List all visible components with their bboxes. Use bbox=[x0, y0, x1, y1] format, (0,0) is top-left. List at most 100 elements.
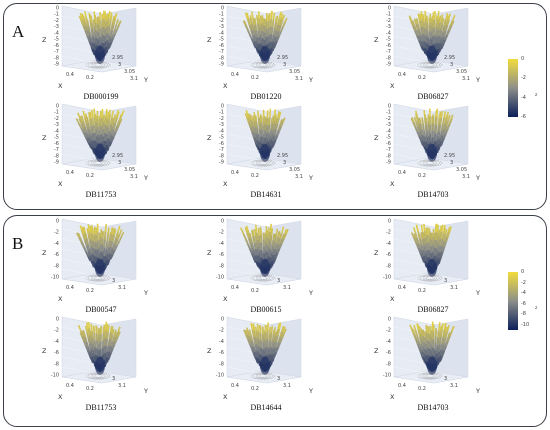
surface-strand bbox=[82, 331, 87, 338]
y-tick: 3.05 bbox=[456, 69, 467, 75]
surface-strand bbox=[254, 224, 258, 233]
x-tick: 0.2 bbox=[418, 288, 426, 294]
surface-strand bbox=[280, 121, 284, 127]
surface-strand bbox=[443, 336, 447, 344]
surface-strand bbox=[426, 130, 429, 138]
surface-strand bbox=[444, 326, 448, 334]
floor-pane bbox=[61, 370, 137, 384]
z-tick: -1 bbox=[386, 110, 391, 116]
surface-strand bbox=[112, 227, 116, 235]
surface-strand bbox=[273, 248, 277, 256]
surface-strand bbox=[426, 347, 430, 355]
surface-strand bbox=[254, 343, 257, 351]
surface-strand bbox=[252, 29, 256, 36]
surface-strand bbox=[81, 226, 85, 234]
surface-plot: 0 -1 -2 -3 -4 -5 -6 -7 -8 -9 Z 0.4 0.2 X 2.95 3 3.05 3.1 Y bbox=[40, 4, 160, 100]
surface-strand bbox=[414, 232, 418, 239]
surface-strand bbox=[103, 132, 106, 141]
floor-contour bbox=[420, 373, 440, 379]
surface-strand bbox=[106, 42, 110, 49]
surface-strand bbox=[253, 132, 257, 139]
surface-strand bbox=[106, 332, 109, 340]
surface-strand bbox=[276, 36, 280, 42]
z-tick: -6 bbox=[386, 43, 391, 49]
surface-strand bbox=[104, 46, 108, 55]
surface-strand bbox=[439, 337, 442, 345]
y-tick: 3.05 bbox=[289, 69, 300, 75]
surface-plot: 0 -1 -2 -3 -4 -5 -6 -7 -8 -9 Z 0.4 0.2 X 2.95 3 3.05 3.1 Y bbox=[205, 102, 325, 198]
z-tick: -2 bbox=[386, 116, 391, 122]
surface-strand bbox=[258, 252, 261, 259]
surface-plot: 0 -2 -4 -6 -8 -10 Z 0.4 0.2 X 3 3.1 Y bbox=[372, 315, 492, 411]
z-tick: -4 bbox=[54, 128, 59, 134]
surface-strand bbox=[110, 22, 114, 29]
surface-strand bbox=[107, 131, 111, 139]
surface-strand bbox=[246, 334, 250, 341]
surface-plot: 0 -1 -2 -3 -4 -5 -6 -7 -8 -9 Z 0.4 0.2 X 2.95 3 3.05 3.1 Y bbox=[372, 4, 492, 100]
surface-strand bbox=[276, 244, 280, 252]
surface-core bbox=[95, 258, 105, 277]
colorbar-tick: 0 bbox=[521, 269, 525, 275]
surface-strand bbox=[256, 128, 260, 136]
surface-strand bbox=[107, 247, 111, 255]
x-axis-label: X bbox=[390, 295, 395, 303]
surface-strand bbox=[113, 132, 117, 138]
floor-contour bbox=[420, 275, 440, 281]
floor-contour bbox=[93, 161, 103, 165]
surface-strand bbox=[89, 334, 92, 342]
surface-strand bbox=[108, 19, 112, 27]
surface-strand bbox=[114, 239, 119, 245]
z-tick: 0 bbox=[221, 219, 224, 225]
surface-strand bbox=[104, 353, 107, 361]
z-tick: -7 bbox=[54, 49, 59, 55]
y-axis-label: Y bbox=[475, 289, 480, 297]
surface-strand bbox=[94, 124, 97, 133]
surface-strand bbox=[105, 126, 108, 134]
surface-strand bbox=[253, 346, 256, 353]
y-tick: 3.1 bbox=[462, 76, 470, 82]
surface-strand bbox=[81, 330, 85, 336]
surface-strand bbox=[278, 322, 282, 330]
z-tick: -2 bbox=[386, 328, 391, 334]
surface-strand bbox=[88, 231, 92, 239]
surface-strand bbox=[117, 326, 121, 333]
y-axis-label: Y bbox=[308, 174, 313, 182]
surface-strand bbox=[110, 326, 114, 333]
surface-strand bbox=[419, 336, 423, 344]
surface-strand bbox=[270, 245, 274, 253]
x-tick: 0.2 bbox=[418, 386, 426, 392]
z-tick: -1 bbox=[219, 110, 224, 116]
surface-strand bbox=[281, 226, 285, 233]
surface-strand bbox=[254, 337, 258, 345]
surface-strand bbox=[274, 36, 279, 43]
z-tick: -3 bbox=[54, 122, 59, 128]
surface-strand bbox=[115, 331, 119, 338]
surface-strand bbox=[413, 116, 417, 123]
surface-strand bbox=[280, 16, 284, 23]
surface-strand bbox=[114, 245, 118, 251]
surface-strand bbox=[281, 333, 285, 339]
surface-strand bbox=[274, 243, 278, 250]
z-tick: -3 bbox=[219, 122, 224, 128]
z-tick: -2 bbox=[54, 18, 59, 24]
surface-strand bbox=[254, 115, 258, 123]
z-tick: -6 bbox=[219, 43, 224, 49]
surface-strand bbox=[410, 232, 415, 238]
z-tick: 0 bbox=[221, 104, 224, 110]
surface-strand bbox=[447, 332, 451, 338]
surface-strand bbox=[111, 242, 116, 250]
surface-strand bbox=[412, 227, 417, 233]
surface-strand bbox=[244, 329, 249, 336]
surface-strand bbox=[281, 14, 286, 21]
surface-strand bbox=[269, 124, 273, 131]
surface-strand bbox=[256, 351, 260, 359]
surface-strand bbox=[104, 255, 107, 264]
surface-strand bbox=[447, 24, 452, 31]
surface-strand bbox=[87, 234, 91, 242]
colorbar bbox=[508, 272, 518, 330]
surface-strand bbox=[103, 239, 106, 248]
surface-strand bbox=[82, 15, 86, 22]
surface-strand bbox=[420, 35, 424, 43]
surface-strand bbox=[255, 349, 259, 357]
surface-strand bbox=[108, 42, 113, 48]
